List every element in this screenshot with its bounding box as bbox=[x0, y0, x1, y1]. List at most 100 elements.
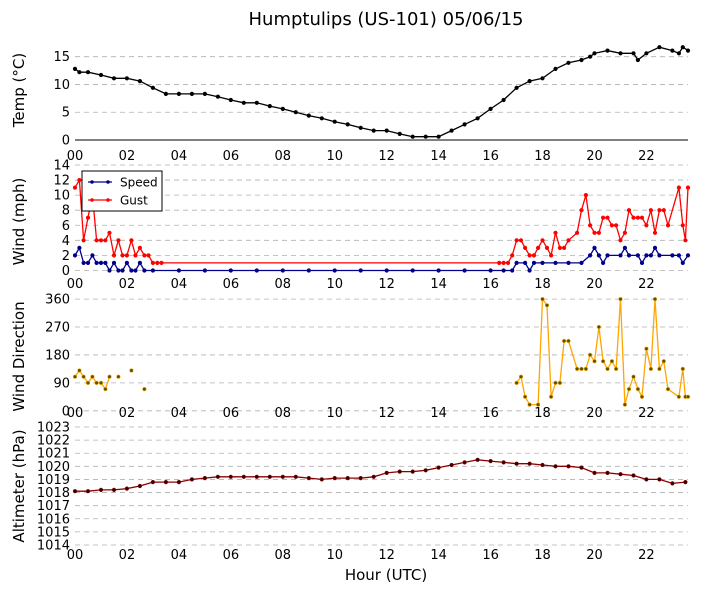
data-point bbox=[462, 460, 467, 465]
y-tick-label: 360 bbox=[45, 293, 70, 308]
data-point bbox=[462, 122, 467, 127]
data-point bbox=[574, 366, 580, 372]
x-tick-label: 14 bbox=[430, 548, 447, 563]
panel-temp: 0 5 10 15 Temp (°C) 00 02 04 06 08 10 12 14 16 18 20 22 bbox=[10, 45, 691, 164]
data-point bbox=[670, 48, 675, 53]
data-point bbox=[644, 477, 649, 482]
data-point bbox=[107, 230, 112, 235]
data-point bbox=[618, 51, 623, 56]
data-point bbox=[81, 260, 86, 266]
y-tick-label: 180 bbox=[45, 348, 70, 363]
data-point bbox=[202, 476, 207, 481]
y-tick-label: 5 bbox=[62, 106, 70, 121]
x-tick-label: 02 bbox=[119, 548, 136, 563]
data-point bbox=[116, 374, 121, 379]
data-point bbox=[548, 253, 554, 258]
data-point bbox=[111, 487, 117, 493]
data-point bbox=[531, 253, 537, 258]
y-tick-label: 8 bbox=[62, 204, 70, 219]
y-axis-label: Wind (mph) bbox=[10, 178, 28, 266]
series-line bbox=[74, 369, 111, 391]
data-point bbox=[622, 402, 628, 407]
data-point bbox=[561, 245, 567, 250]
data-point bbox=[514, 380, 519, 386]
data-point bbox=[566, 238, 571, 243]
data-point bbox=[626, 208, 632, 213]
data-point bbox=[676, 253, 682, 258]
x-tick-label: 22 bbox=[638, 406, 655, 421]
x-tick-label: 18 bbox=[534, 548, 551, 563]
data-point bbox=[566, 338, 571, 344]
data-point bbox=[137, 260, 142, 266]
data-point bbox=[488, 459, 493, 464]
x-tick-label: 04 bbox=[171, 406, 188, 421]
data-point bbox=[644, 346, 649, 351]
x-tick-label: 14 bbox=[430, 406, 447, 421]
data-point bbox=[613, 366, 619, 372]
x-tick-label: 08 bbox=[275, 277, 292, 292]
data-point bbox=[77, 70, 82, 75]
data-point bbox=[613, 223, 619, 228]
data-point bbox=[81, 374, 86, 379]
data-point bbox=[280, 474, 285, 479]
x-tick-label: 08 bbox=[275, 406, 292, 421]
data-point bbox=[639, 260, 645, 266]
data-point bbox=[306, 476, 311, 481]
y-tick-label: 1016 bbox=[37, 512, 70, 527]
data-point bbox=[635, 215, 641, 220]
data-point bbox=[596, 253, 602, 258]
data-point bbox=[683, 480, 688, 485]
x-tick-label: 16 bbox=[482, 149, 499, 164]
data-point bbox=[574, 230, 580, 235]
data-point bbox=[107, 268, 112, 273]
data-point bbox=[680, 45, 685, 50]
x-tick-label: 10 bbox=[326, 406, 343, 421]
x-tick-label: 18 bbox=[534, 149, 551, 164]
legend-label: Speed bbox=[120, 176, 158, 190]
data-point bbox=[85, 70, 91, 75]
data-point bbox=[631, 473, 636, 478]
data-point bbox=[462, 268, 467, 273]
data-point bbox=[680, 223, 685, 228]
data-point bbox=[77, 368, 82, 373]
data-point bbox=[155, 260, 160, 266]
data-point bbox=[583, 366, 589, 372]
x-tick-label: 04 bbox=[171, 548, 188, 563]
data-point bbox=[527, 461, 532, 466]
x-tick-label: 06 bbox=[223, 406, 240, 421]
data-point bbox=[98, 487, 104, 493]
data-point bbox=[514, 461, 519, 466]
data-point bbox=[280, 106, 285, 111]
data-point bbox=[592, 230, 597, 235]
data-point bbox=[648, 253, 654, 258]
data-point bbox=[501, 260, 506, 266]
data-point bbox=[665, 223, 671, 228]
data-point bbox=[475, 116, 480, 121]
series-direction bbox=[72, 297, 691, 407]
x-tick-label: 16 bbox=[482, 406, 499, 421]
y-tick-label: 0 bbox=[62, 264, 70, 279]
series-line bbox=[74, 46, 689, 138]
data-point bbox=[124, 486, 129, 491]
data-point bbox=[648, 208, 654, 213]
data-point bbox=[81, 238, 86, 243]
data-point bbox=[397, 469, 402, 474]
data-point bbox=[436, 134, 441, 139]
x-tick-label: 18 bbox=[534, 277, 551, 292]
x-tick-label: 06 bbox=[223, 548, 240, 563]
y-tick-label: 1023 bbox=[37, 421, 70, 436]
series-line bbox=[74, 246, 689, 272]
data-point bbox=[111, 76, 117, 81]
data-point bbox=[680, 366, 685, 372]
data-point bbox=[77, 245, 82, 250]
data-point bbox=[553, 464, 558, 469]
x-tick-label: 10 bbox=[326, 277, 343, 292]
y-tick-label: 1014 bbox=[37, 539, 70, 554]
y-tick-label: 1020 bbox=[37, 460, 70, 475]
data-point bbox=[111, 260, 117, 266]
data-point bbox=[72, 253, 78, 258]
data-point bbox=[137, 483, 142, 489]
data-point bbox=[116, 238, 121, 243]
data-point bbox=[605, 48, 610, 53]
